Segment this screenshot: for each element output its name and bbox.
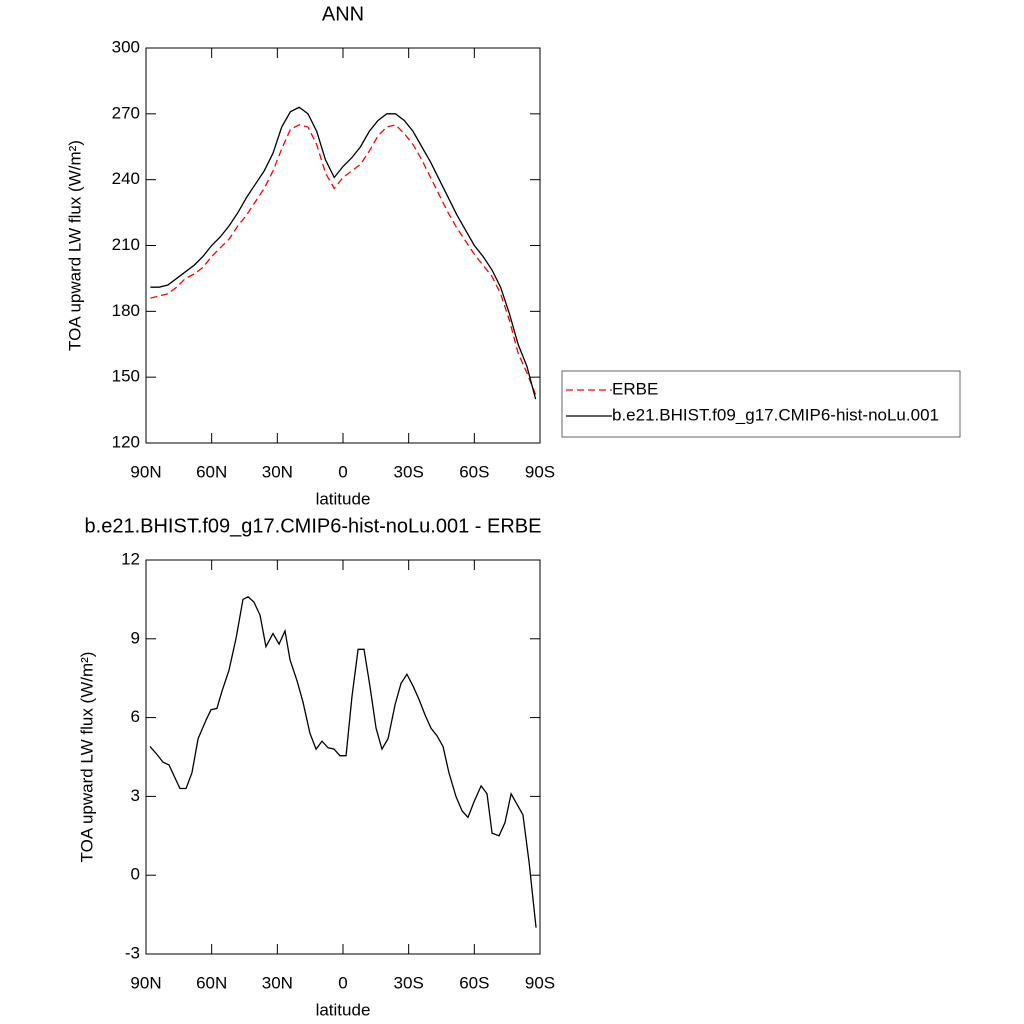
x-axis-label: latitude [316, 489, 371, 508]
x-tick-label: 30N [262, 973, 293, 992]
y-tick-label: 270 [112, 103, 140, 122]
legend-label: b.e21.BHIST.f09_g17.CMIP6-hist-noLu.001 [612, 405, 939, 424]
y-axis-label: TOA upward LW flux (W/m²) [77, 652, 96, 863]
x-tick-label: 0 [338, 973, 347, 992]
x-tick-label: 60N [196, 462, 227, 481]
x-tick-label: 60S [459, 462, 489, 481]
y-tick-label: 0 [131, 865, 140, 884]
legend-box [561, 370, 961, 438]
y-tick-label: 300 [112, 37, 140, 56]
y-tick-label: 210 [112, 235, 140, 254]
data-line [150, 106, 537, 400]
y-tick-label: 120 [112, 432, 140, 451]
x-tick-label: 90S [525, 973, 555, 992]
x-tick-label: 30S [394, 462, 424, 481]
plot-frame [145, 559, 541, 955]
x-tick-label: 90N [130, 462, 161, 481]
y-tick-label: 3 [131, 786, 140, 805]
y-tick-label: 150 [112, 367, 140, 386]
data-line [149, 595, 537, 928]
data-line [150, 124, 537, 395]
x-tick-label: 30S [394, 973, 424, 992]
x-tick-label: 60N [196, 973, 227, 992]
y-tick-label: 12 [121, 549, 140, 568]
chart-title: ANN [322, 3, 364, 25]
y-axis-label: TOA upward LW flux (W/m²) [65, 140, 84, 351]
plot-frame [145, 47, 541, 444]
y-tick-label: 180 [112, 301, 140, 320]
legend-label: ERBE [612, 379, 658, 398]
y-tick-label: 6 [131, 707, 140, 726]
x-tick-label: 90N [130, 973, 161, 992]
y-tick-label: -3 [125, 943, 140, 962]
x-tick-label: 90S [525, 462, 555, 481]
y-tick-label: 9 [131, 628, 140, 647]
x-axis-label: latitude [316, 1000, 371, 1019]
x-tick-label: 30N [262, 462, 293, 481]
chart-title: b.e21.BHIST.f09_g17.CMIP6-hist-noLu.001 … [85, 515, 542, 537]
y-tick-label: 240 [112, 169, 140, 188]
x-tick-label: 0 [338, 462, 347, 481]
x-tick-label: 60S [459, 973, 489, 992]
